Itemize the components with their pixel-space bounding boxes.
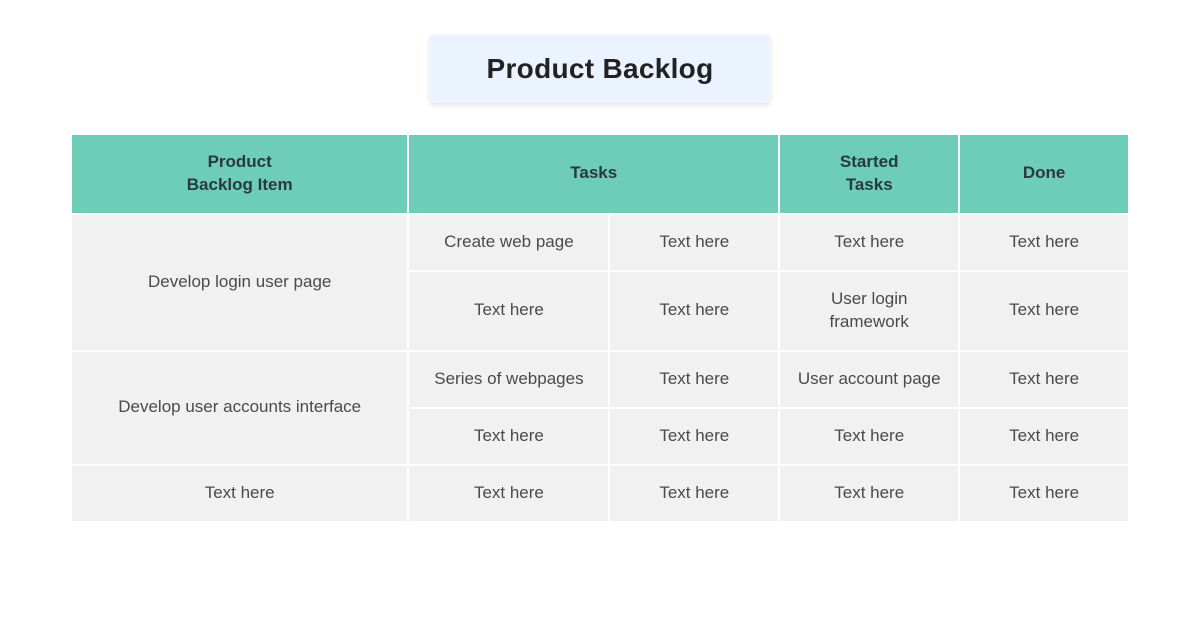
table-row: Text here Text here Text here Text here … [72,466,1128,521]
col-header-tasks: Tasks [409,135,778,213]
col-header-done: Done [960,135,1128,213]
cell-started: User login framework [780,272,958,350]
cell-item: Develop user accounts interface [72,352,407,464]
cell-done: Text here [960,272,1128,350]
cell-item: Text here [72,466,407,521]
cell-started: User account page [780,352,958,407]
col-header-item: ProductBacklog Item [72,135,407,213]
cell-task: Text here [409,409,608,464]
cell-task: Text here [409,272,608,350]
cell-task: Series of webpages [409,352,608,407]
table-row: Develop login user page Create web page … [72,215,1128,270]
cell-done: Text here [960,352,1128,407]
cell-started: Text here [780,215,958,270]
cell-task: Text here [610,272,778,350]
cell-task: Text here [610,352,778,407]
cell-task: Create web page [409,215,608,270]
cell-started: Text here [780,409,958,464]
cell-started: Text here [780,466,958,521]
page-title: Product Backlog [450,53,750,85]
cell-item: Develop login user page [72,215,407,350]
backlog-table: ProductBacklog Item Tasks StartedTasks D… [70,133,1130,523]
page-title-box: Product Backlog [430,35,770,103]
cell-task: Text here [610,466,778,521]
backlog-table-wrap: ProductBacklog Item Tasks StartedTasks D… [70,133,1130,523]
table-row: Develop user accounts interface Series o… [72,352,1128,407]
col-header-started: StartedTasks [780,135,958,213]
cell-done: Text here [960,215,1128,270]
cell-task: Text here [409,466,608,521]
cell-task: Text here [610,215,778,270]
cell-task: Text here [610,409,778,464]
cell-done: Text here [960,409,1128,464]
table-header-row: ProductBacklog Item Tasks StartedTasks D… [72,135,1128,213]
cell-done: Text here [960,466,1128,521]
